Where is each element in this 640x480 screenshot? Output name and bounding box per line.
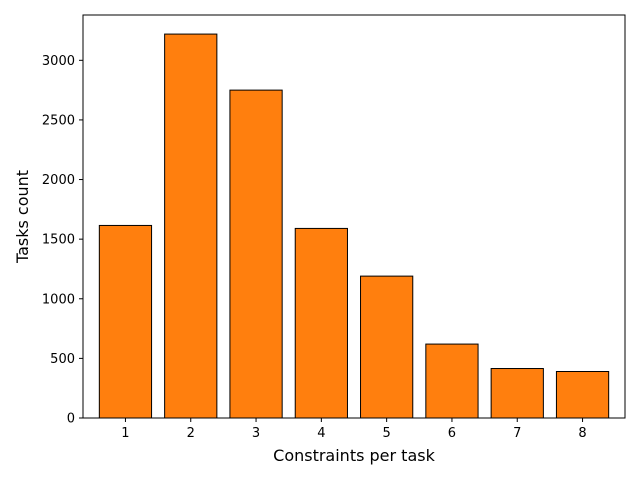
x-tick-label: 5 bbox=[383, 426, 391, 441]
x-axis-label: Constraints per task bbox=[273, 446, 435, 465]
x-tick-label: 6 bbox=[448, 426, 456, 441]
y-tick-label: 1500 bbox=[42, 233, 75, 248]
bar-3 bbox=[229, 89, 283, 419]
y-tick-label: 2500 bbox=[42, 113, 75, 128]
bar-5 bbox=[360, 275, 414, 419]
x-tick-label: 4 bbox=[317, 426, 325, 441]
y-tick-label: 1000 bbox=[42, 292, 75, 307]
x-tick-label: 1 bbox=[121, 426, 129, 441]
bar-7 bbox=[490, 368, 544, 419]
bar-6 bbox=[425, 343, 479, 419]
y-tick-label: 500 bbox=[50, 352, 75, 367]
plot-frame bbox=[82, 14, 626, 419]
x-tick-label: 7 bbox=[513, 426, 521, 441]
bar-1 bbox=[98, 224, 153, 419]
x-tick-label: 2 bbox=[187, 426, 195, 441]
y-tick-label: 3000 bbox=[42, 54, 75, 69]
y-axis-label: Tasks count bbox=[13, 170, 32, 264]
y-tick-label: 0 bbox=[67, 412, 75, 427]
bars-group bbox=[98, 33, 610, 419]
x-tick-label: 3 bbox=[252, 426, 260, 441]
bar-4 bbox=[294, 227, 348, 419]
x-tick-label: 8 bbox=[578, 426, 586, 441]
y-tick-label: 2000 bbox=[42, 173, 75, 188]
x-axis-ticks: 1 2 3 4 5 6 7 8 bbox=[121, 418, 587, 441]
bar-8 bbox=[555, 371, 610, 419]
y-axis-ticks: 0 500 1000 1500 2000 2500 3000 bbox=[42, 54, 83, 427]
bar-2 bbox=[164, 33, 218, 419]
